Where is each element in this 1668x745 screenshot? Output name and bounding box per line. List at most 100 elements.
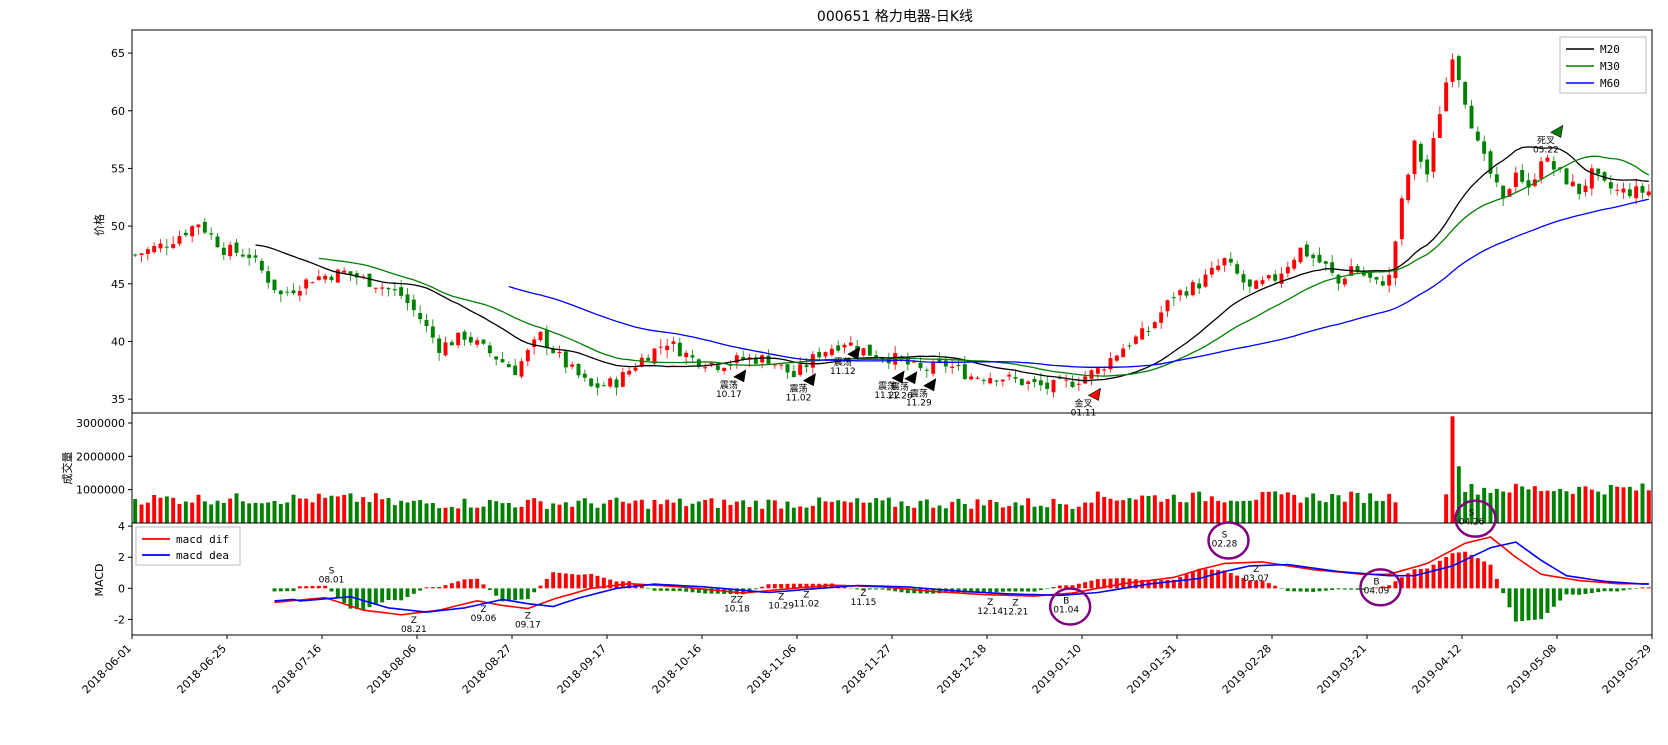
volume-bar: [1146, 495, 1151, 523]
candle-body: [874, 355, 879, 358]
volume-bar: [1184, 502, 1189, 523]
volume-bar: [1051, 498, 1056, 523]
volume-bar: [1007, 505, 1012, 523]
candle-body: [418, 313, 423, 320]
candle-body: [1450, 59, 1455, 82]
macd-histogram-bar: [677, 588, 682, 592]
volume-bar: [215, 500, 220, 523]
macd-histogram-bar: [1456, 552, 1461, 589]
volume-bar: [361, 497, 366, 523]
volume-bar: [601, 503, 606, 523]
macd-histogram-bar: [1646, 587, 1651, 589]
macd-histogram-bar: [1013, 588, 1018, 592]
volume-bar: [475, 507, 480, 523]
macd-histogram-bar: [709, 588, 714, 594]
candle-body: [703, 367, 708, 369]
candle-body: [785, 364, 790, 373]
volume-bar: [734, 501, 739, 523]
chart-title: 000651 格力电器-日K线: [817, 9, 973, 25]
candle-body: [918, 362, 923, 369]
candle-body: [247, 254, 252, 258]
volume-bar: [1019, 505, 1024, 523]
macd-histogram-bar: [1323, 588, 1328, 591]
macd-annotation-date: 12.21: [1003, 608, 1029, 618]
candle-body: [709, 362, 714, 365]
x-tick-label: 2018-08-27: [460, 642, 514, 696]
volume-bar: [1026, 498, 1031, 523]
macd-histogram-bar: [411, 588, 416, 594]
candle-body: [557, 352, 562, 354]
candle-body: [1463, 82, 1468, 105]
candle-body: [665, 345, 670, 351]
macd-annotation-label: B: [1373, 577, 1379, 587]
macd-annotation-label: Z: [987, 598, 993, 608]
volume-bar: [342, 494, 347, 523]
volume-bar: [164, 496, 169, 523]
candle-body: [139, 253, 144, 256]
candle-body: [519, 361, 524, 377]
macd-histogram-bar: [760, 586, 765, 589]
candle-body: [1000, 379, 1005, 382]
candle-body: [1152, 322, 1157, 329]
volume-bar: [874, 498, 879, 523]
x-tick-label: 2019-02-28: [1220, 642, 1274, 696]
macd-histogram-bar: [1260, 580, 1265, 589]
volume-bar: [1285, 492, 1290, 523]
candle-body: [342, 270, 347, 273]
candle-body: [513, 365, 518, 376]
volume-ytick-label: 2000000: [76, 450, 125, 463]
volume-bar: [456, 508, 461, 523]
volume-bar: [139, 504, 144, 523]
signal-arrow-icon: [891, 370, 905, 384]
macd-histogram-bar: [1216, 570, 1221, 589]
candle-body: [715, 365, 720, 370]
macd-histogram-bar: [1285, 588, 1290, 592]
volume-bar: [525, 499, 530, 523]
macd-histogram-bar: [1469, 554, 1474, 589]
signal-arrow-icon: [802, 373, 816, 387]
candle-body: [1279, 273, 1284, 284]
x-tick-label: 2019-04-12: [1410, 642, 1464, 696]
candle-body: [1203, 274, 1208, 287]
volume-bar: [1279, 494, 1284, 523]
volume-bar: [677, 498, 682, 523]
volume-bar: [1621, 487, 1626, 523]
macd-histogram-bar: [1596, 588, 1601, 593]
candle-body: [1570, 181, 1575, 187]
candle-body: [722, 368, 727, 372]
macd-histogram-bar: [1228, 573, 1233, 589]
candle-body: [791, 371, 796, 377]
candle-body: [620, 372, 625, 387]
macd-histogram-bar: [399, 588, 404, 601]
volume-bar: [1368, 493, 1373, 523]
macd-histogram-bar: [1387, 585, 1392, 589]
candle-body: [209, 233, 214, 235]
macd-histogram-bar: [1000, 588, 1005, 592]
signal-arrow-icon: [733, 369, 747, 383]
candle-body: [272, 279, 277, 291]
volume-bar: [962, 504, 967, 523]
macd-histogram-bar: [1070, 585, 1075, 589]
candle-body: [1228, 258, 1233, 263]
macd-histogram-bar: [1532, 588, 1537, 620]
volume-bar: [1190, 492, 1195, 523]
macd-histogram-bar: [772, 584, 777, 589]
macd-histogram-bar: [1298, 588, 1303, 592]
macd-histogram-bar: [1152, 580, 1157, 589]
candle-body: [988, 378, 993, 384]
candle-body: [1501, 185, 1506, 199]
volume-bar: [1140, 495, 1145, 523]
volume-bar: [532, 498, 537, 523]
candle-body: [943, 360, 948, 367]
candle-body: [690, 355, 695, 358]
candle-body: [310, 282, 315, 284]
candle-body: [1178, 290, 1183, 296]
volume-bar: [1596, 491, 1601, 523]
candle-body: [1342, 278, 1347, 285]
volume-bar: [1393, 502, 1398, 523]
macd-histogram-bar: [893, 588, 898, 592]
candle-body: [1171, 297, 1176, 299]
volume-bar: [1064, 504, 1069, 523]
candle-body: [1589, 168, 1594, 189]
